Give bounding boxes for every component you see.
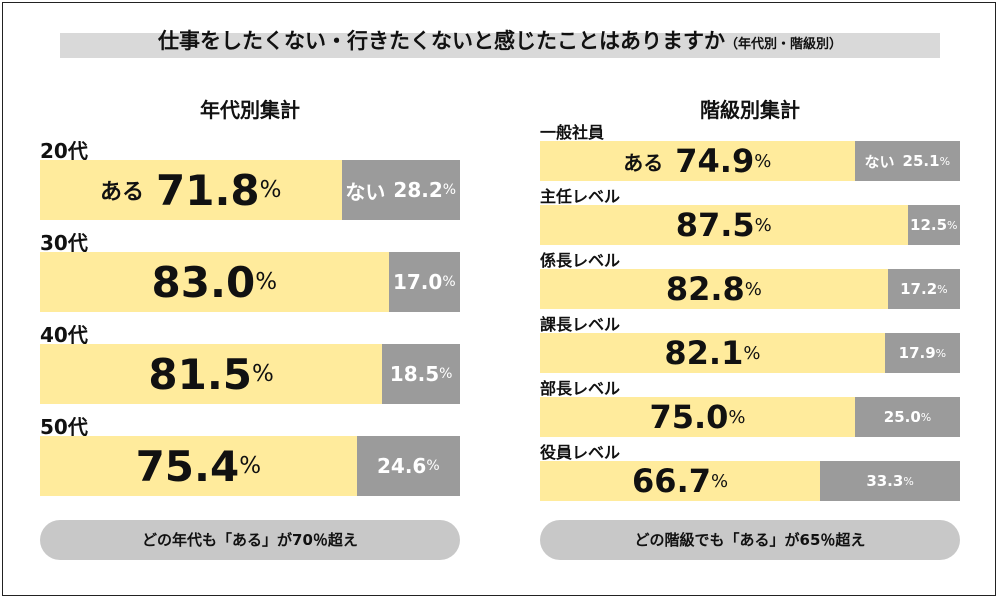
title-main: 仕事をしたくない・行きたくないと感じたことはありますか [157, 29, 725, 53]
age-unit-yes: % [252, 361, 274, 387]
rank-unit-no: % [920, 410, 932, 424]
rank-bar-row: 82.8% 17.2% [540, 269, 960, 309]
rank-unit-no: % [903, 474, 914, 488]
age-bar-yes: 83.0% [40, 252, 389, 312]
age-value-yes: 75.4 [135, 441, 240, 491]
rank-value-no: 33.3 [866, 472, 904, 490]
age-panel-title: 年代別集計 [200, 98, 300, 122]
rank-panel-title: 階級別集計 [700, 98, 800, 122]
rank-value-no: 25.1 [902, 152, 940, 170]
rank-category-label: 係長レベル [540, 251, 621, 270]
rank-bar-row: 66.7% 33.3% [540, 461, 960, 501]
rank-value-yes: 82.8 [665, 270, 745, 308]
age-bar-no: ない 28.2% [341, 160, 460, 220]
rank-value-yes: 87.5 [675, 206, 755, 244]
rank-unit-no: % [937, 282, 948, 296]
rank-unit-yes: % [743, 342, 761, 364]
rank-footer-note: どの階級でも「ある」が65％超え [540, 520, 960, 560]
age-unit-yes: % [239, 453, 262, 479]
rank-value-no: 12.5 [910, 216, 948, 234]
rank-bar-yes: ある 74.9% [540, 141, 855, 181]
age-value-no: 18.5 [389, 362, 440, 386]
rank-value-no: 17.9 [898, 344, 936, 362]
rank-unit-yes: % [744, 278, 762, 300]
rank-category-label: 一般社員 [540, 123, 605, 142]
rank-category-label: 役員レベル [540, 443, 621, 462]
age-value-yes: 81.5 [148, 349, 253, 399]
rank-bar-no: 17.2% [887, 269, 960, 309]
title-band [60, 33, 940, 58]
age-value-no: 17.0 [392, 270, 443, 294]
rank-unit-yes: % [728, 406, 746, 428]
rank-value-no: 17.2 [900, 280, 938, 298]
age-bar-row: 81.5% 18.5% [40, 344, 460, 404]
rank-value-yes: 66.7 [632, 462, 711, 500]
rank-category-label: 課長レベル [540, 315, 621, 334]
rank-bar-no: 33.3% [820, 461, 960, 501]
rank-value-yes: 82.1 [664, 334, 744, 372]
age-unit-yes: % [259, 177, 282, 203]
age-value-no: 28.2 [393, 178, 443, 202]
age-unit-no: % [442, 182, 457, 198]
age-value-yes: 83.0 [151, 257, 256, 307]
rank-unit-no: % [939, 154, 951, 168]
age-series-no-label: ない [345, 179, 386, 204]
age-category-label: 50代 [40, 415, 88, 439]
rank-bar-no: 12.5% [907, 205, 960, 245]
rank-bar-row: ある 74.9% ない 25.1% [540, 141, 960, 181]
age-value-yes: 71.8 [156, 165, 260, 215]
rank-value-yes: 75.0 [649, 398, 729, 436]
age-category-label: 40代 [40, 323, 88, 347]
age-bar-no: 18.5% [382, 344, 460, 404]
age-bar-no: 24.6% [356, 436, 460, 496]
rank-bar-row: 87.5% 12.5% [540, 205, 960, 245]
rank-unit-yes: % [754, 214, 772, 236]
rank-series-yes-label: ある [623, 150, 664, 175]
rank-series-no-label: ない [864, 152, 895, 171]
age-bar-row: 75.4% 24.6% [40, 436, 460, 496]
page-title: 仕事をしたくない・行きたくないと感じたことはありますか（年代別・階級別） [60, 26, 940, 56]
rank-bar-yes: 87.5% [540, 205, 908, 245]
rank-category-label: 主任レベル [540, 187, 621, 206]
age-bar-yes: 75.4% [40, 436, 357, 496]
rank-bar-yes: 66.7% [540, 461, 821, 501]
age-unit-no: % [426, 458, 440, 474]
rank-value-no: 25.0 [883, 408, 921, 426]
age-bar-row: 83.0% 17.0% [40, 252, 460, 312]
rank-bar-yes: 75.0% [540, 397, 855, 437]
rank-bar-no: 25.0% [855, 397, 960, 437]
rank-bar-no: 17.9% [884, 333, 960, 373]
rank-category-label: 部長レベル [540, 379, 621, 398]
rank-bar-row: 82.1% 17.9% [540, 333, 960, 373]
age-unit-yes: % [255, 269, 278, 295]
rank-bar-row: 75.0% 25.0% [540, 397, 960, 437]
age-bar-no: 17.0% [388, 252, 460, 312]
age-series-yes-label: ある [100, 180, 145, 205]
age-value-no: 24.6 [376, 454, 427, 478]
age-footer-note: どの年代も「ある」が70％超え [40, 520, 460, 560]
title-sub: （年代別・階級別） [724, 37, 842, 52]
age-unit-no: % [442, 274, 456, 290]
rank-bar-yes: 82.8% [540, 269, 888, 309]
rank-bar-no: ない 25.1% [854, 141, 960, 181]
age-unit-no: % [439, 366, 453, 382]
age-bar-yes: ある 71.8% [40, 160, 342, 220]
rank-value-yes: 74.9 [675, 142, 755, 180]
age-category-label: 30代 [40, 231, 88, 255]
age-bar-yes: 81.5% [40, 344, 383, 404]
rank-bar-yes: 82.1% [540, 333, 885, 373]
age-category-label: 20代 [40, 139, 88, 163]
rank-unit-no: % [947, 218, 958, 232]
rank-unit-yes: % [754, 150, 772, 172]
age-bar-row: ある 71.8% ない 28.2% [40, 160, 460, 220]
rank-unit-no: % [935, 346, 947, 360]
rank-unit-yes: % [710, 470, 729, 492]
